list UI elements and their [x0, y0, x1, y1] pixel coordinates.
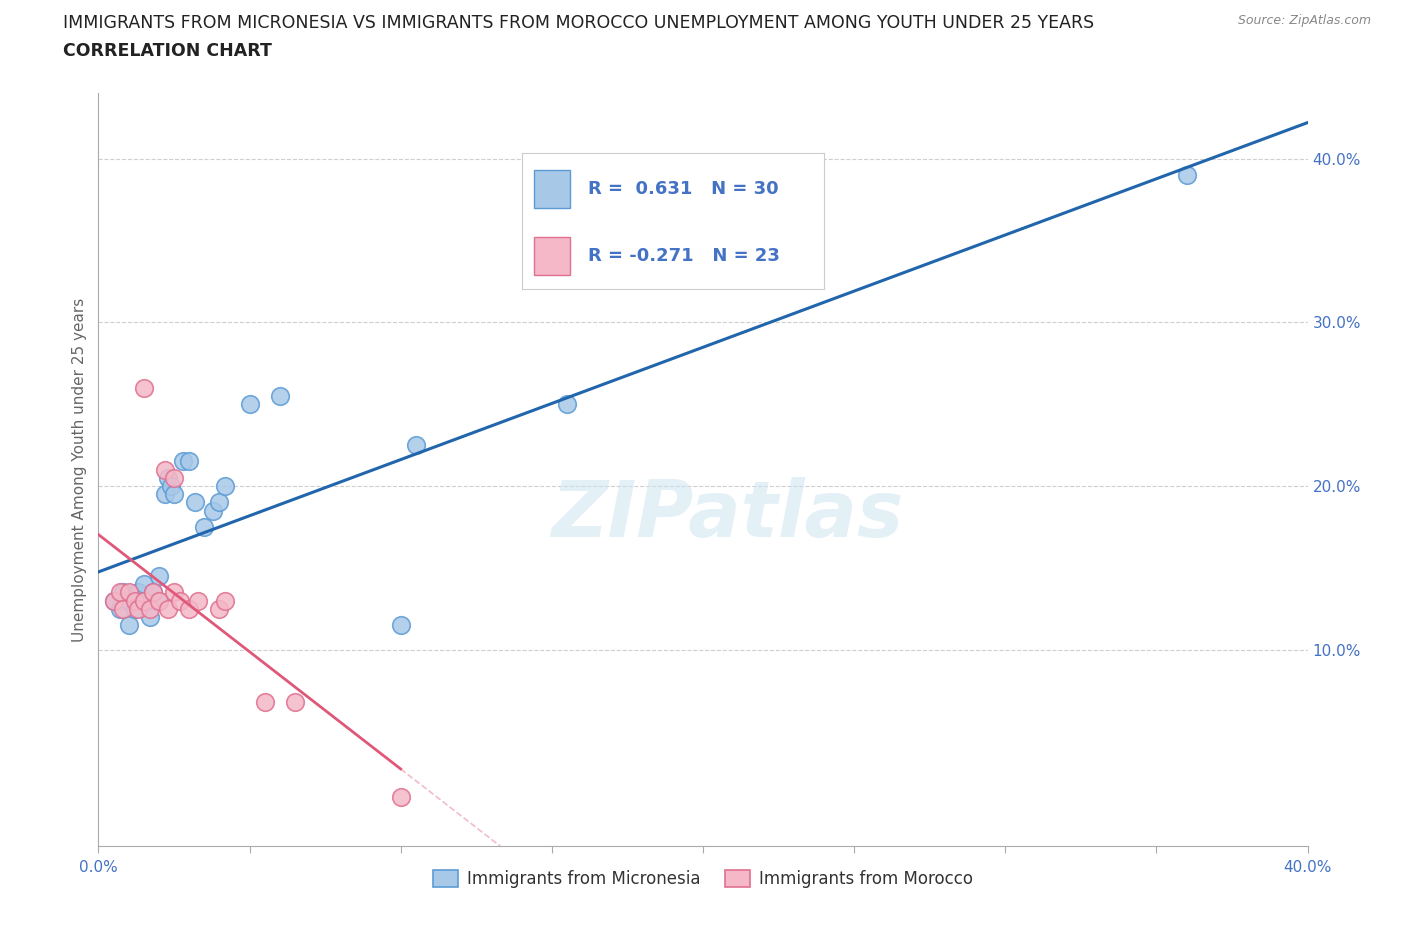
Point [132, 593, 155, 608]
Point [103, 593, 125, 608]
Point [239, 397, 262, 412]
Point [179, 602, 201, 617]
Point [156, 602, 179, 617]
Point [187, 593, 209, 608]
Legend: Immigrants from Micronesia, Immigrants from Morocco: Immigrants from Micronesia, Immigrants f… [427, 863, 979, 895]
Point [124, 602, 146, 617]
Point [202, 503, 225, 518]
Point [142, 585, 165, 600]
Point [148, 593, 170, 608]
Point [184, 495, 207, 510]
Point [253, 695, 276, 710]
Point [208, 495, 231, 510]
Point [118, 585, 141, 600]
Point [555, 397, 578, 412]
Point [193, 520, 215, 535]
Point [179, 454, 201, 469]
Point [127, 602, 149, 617]
Point [153, 486, 176, 501]
Point [124, 593, 146, 608]
Point [163, 486, 186, 501]
Point [118, 593, 141, 608]
Point [108, 585, 131, 600]
Point [284, 695, 307, 710]
Point [118, 618, 141, 632]
Point [111, 585, 134, 600]
Point [156, 471, 179, 485]
Point [142, 585, 165, 600]
Point [389, 618, 412, 632]
Text: Source: ZipAtlas.com: Source: ZipAtlas.com [1237, 14, 1371, 27]
Point [389, 790, 412, 804]
Point [148, 568, 170, 583]
Point [132, 593, 155, 608]
Point [214, 479, 236, 494]
Point [208, 602, 231, 617]
Point [214, 593, 236, 608]
Point [269, 389, 291, 404]
Point [103, 593, 125, 608]
Point [127, 585, 149, 600]
Point [108, 602, 131, 617]
Point [139, 602, 162, 617]
Point [405, 438, 427, 453]
Point [172, 454, 194, 469]
Point [132, 577, 155, 591]
Point [1175, 167, 1198, 182]
Point [148, 593, 170, 608]
Text: ZIPatlas: ZIPatlas [551, 477, 903, 552]
Point [111, 602, 134, 617]
Point [132, 380, 155, 395]
Text: IMMIGRANTS FROM MICRONESIA VS IMMIGRANTS FROM MOROCCO UNEMPLOYMENT AMONG YOUTH U: IMMIGRANTS FROM MICRONESIA VS IMMIGRANTS… [63, 14, 1094, 32]
Text: CORRELATION CHART: CORRELATION CHART [63, 42, 273, 60]
Point [163, 585, 186, 600]
Y-axis label: Unemployment Among Youth under 25 years: Unemployment Among Youth under 25 years [72, 298, 87, 642]
Point [160, 479, 183, 494]
Point [163, 471, 186, 485]
Point [139, 609, 162, 624]
Point [153, 462, 176, 477]
Point [169, 593, 191, 608]
